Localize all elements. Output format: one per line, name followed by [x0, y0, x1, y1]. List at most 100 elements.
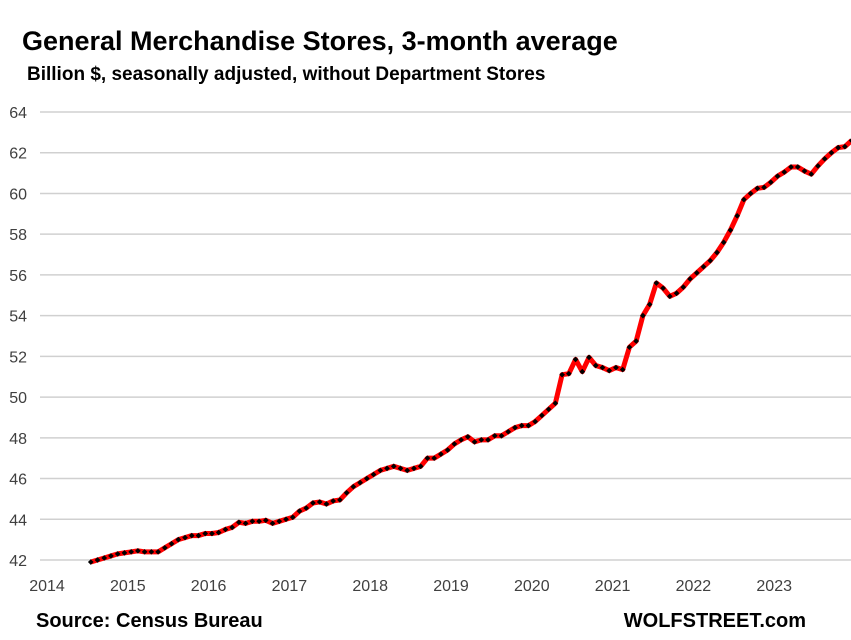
- data-point: [606, 367, 613, 374]
- x-tick-label: 2022: [676, 578, 712, 595]
- data-point: [653, 280, 660, 286]
- data-point: [438, 451, 444, 457]
- data-point: [148, 549, 155, 555]
- data-point: [539, 412, 545, 419]
- data-point: [256, 518, 262, 525]
- data-point: [316, 499, 323, 505]
- data-point: [559, 371, 565, 378]
- data-point: [229, 524, 235, 531]
- data-point: [498, 432, 505, 439]
- data-point: [566, 370, 572, 377]
- data-point: [337, 497, 343, 503]
- data-point: [101, 555, 108, 561]
- data-point: [592, 362, 599, 369]
- data-point: [667, 293, 673, 300]
- data-point: [269, 520, 276, 527]
- data-point: [485, 437, 491, 443]
- x-tick-label: 2021: [595, 578, 631, 595]
- data-point: [707, 257, 714, 264]
- y-tick-label: 58: [9, 227, 27, 244]
- data-point: [821, 156, 828, 162]
- data-point: [646, 301, 653, 308]
- data-point: [135, 548, 141, 554]
- data-point: [714, 249, 720, 256]
- data-point: [249, 518, 256, 525]
- data-point: [532, 418, 538, 425]
- data-point: [114, 551, 121, 557]
- data-point: [747, 190, 754, 197]
- y-tick-label: 46: [9, 472, 27, 489]
- data-point: [673, 290, 680, 297]
- data-point: [377, 467, 384, 474]
- data-point: [754, 185, 761, 192]
- y-tick-label: 44: [9, 512, 27, 529]
- data-point: [263, 517, 269, 524]
- data-point: [835, 144, 841, 151]
- data-point: [242, 520, 249, 527]
- data-point: [848, 137, 851, 144]
- data-point: [444, 447, 451, 453]
- data-point: [586, 354, 592, 361]
- data-point: [215, 529, 222, 536]
- data-point: [794, 164, 801, 170]
- data-point: [828, 149, 835, 156]
- data-point: [458, 437, 464, 443]
- data-point: [815, 163, 821, 169]
- x-tick-label: 2019: [433, 578, 469, 595]
- y-tick-label: 54: [9, 309, 27, 326]
- data-point: [397, 465, 404, 472]
- data-point: [390, 463, 397, 470]
- data-point: [188, 532, 195, 539]
- chart-subtitle: Billion $, seasonally adjusted, without …: [27, 64, 546, 85]
- data-point: [687, 276, 693, 282]
- source-note: Source: Census Bureau: [36, 610, 263, 632]
- data-point: [222, 526, 229, 533]
- data-point: [141, 549, 148, 555]
- x-tick-label: 2015: [110, 578, 146, 595]
- data-point: [734, 213, 740, 219]
- data-point: [781, 169, 788, 175]
- data-point: [343, 489, 350, 496]
- data-point: [175, 536, 182, 543]
- data-point: [693, 270, 700, 276]
- data-point: [350, 483, 357, 490]
- brand-label: WOLFSTREET.com: [623, 610, 806, 632]
- data-point: [613, 364, 619, 371]
- data-point: [108, 553, 114, 559]
- x-tick-label: 2023: [756, 578, 792, 595]
- data-point: [619, 366, 626, 373]
- data-point: [94, 557, 101, 563]
- y-tick-label: 52: [9, 349, 27, 366]
- data-point: [87, 559, 94, 565]
- data-point: [162, 544, 168, 551]
- x-tick-label: 2020: [514, 578, 550, 595]
- data-point: [808, 171, 815, 177]
- data-point: [505, 428, 512, 435]
- data-point: [276, 518, 283, 525]
- data-point: [545, 406, 552, 413]
- data-point: [283, 516, 289, 523]
- data-point: [518, 422, 525, 429]
- data-point: [512, 424, 518, 431]
- data-point: [370, 471, 377, 478]
- data-point: [364, 475, 370, 482]
- x-tick-label: 2017: [272, 578, 308, 595]
- data-point: [572, 356, 579, 363]
- data-point: [182, 534, 188, 541]
- data-point: [168, 540, 175, 547]
- data-point: [431, 455, 437, 462]
- data-point: [202, 530, 209, 537]
- data-point: [128, 549, 134, 555]
- data-point: [680, 284, 687, 290]
- y-tick-label: 42: [9, 553, 27, 570]
- data-point: [599, 364, 606, 371]
- data-point: [155, 549, 161, 555]
- y-tick-label: 62: [9, 146, 27, 163]
- data-point: [303, 505, 310, 511]
- y-tick-label: 50: [9, 390, 27, 407]
- data-point: [660, 285, 666, 291]
- data-point: [296, 508, 303, 514]
- data-point: [633, 338, 639, 344]
- data-point: [330, 498, 336, 504]
